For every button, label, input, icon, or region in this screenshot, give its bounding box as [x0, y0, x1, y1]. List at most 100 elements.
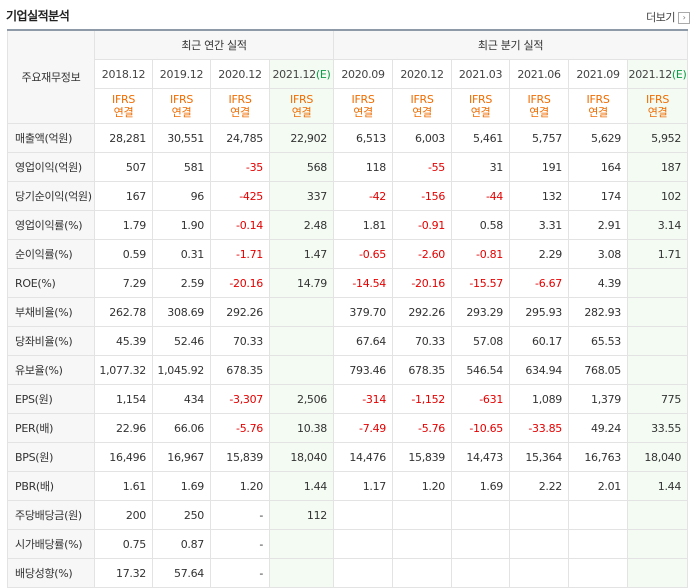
value-cell: -44 [451, 181, 511, 211]
ifrs-label: IFRS [469, 93, 493, 106]
consolidated-label: 연결 [171, 106, 192, 119]
value-cell: -7.49 [333, 413, 394, 443]
consolidated-label: 연결 [291, 106, 312, 119]
ifrs-cell: IFRS 연결 [509, 88, 570, 124]
value-cell: -14.54 [333, 268, 394, 298]
value-cell: 379.70 [333, 297, 394, 327]
ifrs-label: IFRS [410, 93, 434, 106]
value-cell: 15,364 [509, 442, 570, 472]
value-cell: 282.93 [568, 297, 629, 327]
table-row: 유보율(%) 1,077.32 1,045.92 678.35 793.46 678.35… [7, 355, 689, 385]
value-cell: 678.35 [210, 355, 270, 385]
value-cell: 768.05 [568, 355, 629, 385]
ifrs-cell: IFRS 연결 [451, 88, 511, 124]
annual-header: 최근 연간 실적 [93, 29, 335, 60]
value-cell: 118 [333, 152, 394, 182]
value-cell: -156 [392, 181, 453, 211]
value-cell [627, 500, 689, 530]
value-cell [451, 558, 511, 588]
value-cell: 2.22 [509, 471, 570, 501]
value-cell: 1.81 [333, 210, 394, 240]
ifrs-label: IFRS [290, 93, 313, 106]
consolidated-label: 연결 [647, 106, 668, 119]
table-row: 주당배당금(원) 200 250-112 [7, 500, 689, 530]
value-cell: 5,952 [627, 123, 689, 153]
section-title: 기업실적분석 [6, 9, 70, 23]
value-cell: 2.01 [568, 471, 629, 501]
value-cell: 14.79 [268, 268, 335, 298]
ifrs-cell: IFRS 연결 [333, 88, 394, 124]
value-cell: -0.65 [333, 239, 394, 269]
table-row: BPS(원) 16,496 16,967 15,839 18,040 14,476 15,8… [7, 442, 689, 472]
consolidated-label: 연결 [113, 106, 134, 119]
value-cell [268, 297, 335, 327]
row-label: EPS(원) [7, 384, 95, 414]
value-cell: 57.64 [152, 558, 211, 588]
value-cell: 507 [94, 152, 153, 182]
more-link[interactable]: 더보기 › [646, 9, 690, 25]
value-cell: -0.14 [210, 210, 270, 240]
table-row: 영업이익(억원) 507 581 -35 568 118 -55 31 191 164 187 [7, 152, 689, 182]
value-cell: 6,513 [333, 123, 394, 153]
value-cell: 70.33 [210, 326, 270, 356]
value-cell: 200 [94, 500, 153, 530]
value-cell: 1.61 [94, 471, 153, 501]
value-cell [627, 558, 689, 588]
value-cell: 775 [627, 384, 689, 414]
value-cell: -0.91 [392, 210, 453, 240]
estimate-mark: (E) [315, 67, 331, 81]
value-cell: 14,473 [451, 442, 511, 472]
value-cell: -631 [451, 384, 511, 414]
value-cell: 678.35 [392, 355, 453, 385]
value-cell: 102 [627, 181, 689, 211]
ifrs-label: IFRS [170, 93, 193, 106]
value-cell: 14,476 [333, 442, 394, 472]
value-cell: -20.16 [210, 268, 270, 298]
consolidated-label: 연결 [588, 106, 608, 119]
value-cell: - [210, 529, 270, 559]
value-cell: 1.79 [94, 210, 153, 240]
value-cell: 2.59 [152, 268, 211, 298]
value-cell: 7.29 [94, 268, 153, 298]
value-cell: 52.46 [152, 326, 211, 356]
value-cell: 49.24 [568, 413, 629, 443]
value-cell [568, 500, 629, 530]
section-header: 기업실적분석 더보기 › [0, 0, 698, 30]
value-cell: 16,496 [94, 442, 153, 472]
consolidated-label: 연결 [412, 106, 432, 119]
period-label: 2020.12 [218, 67, 262, 81]
consolidated-label: 연결 [353, 106, 373, 119]
value-cell: -1.71 [210, 239, 270, 269]
value-cell: 1.17 [333, 471, 394, 501]
value-cell [268, 326, 335, 356]
ifrs-label: IFRS [646, 93, 670, 106]
value-cell [451, 500, 511, 530]
value-cell: 1,154 [94, 384, 153, 414]
period-group-row: 주요재무정보 최근 연간 실적 최근 분기 실적 [7, 29, 689, 124]
value-cell: 45.39 [94, 326, 153, 356]
value-cell: 187 [627, 152, 689, 182]
value-cell [451, 529, 511, 559]
value-cell: 1,045.92 [152, 355, 211, 385]
ifrs-cell: IFRS 연결 [568, 88, 629, 124]
ifrs-label: IFRS [586, 93, 610, 106]
row-label: 매출액(억원) [7, 123, 95, 153]
value-cell: - [210, 558, 270, 588]
value-cell: 5,757 [509, 123, 570, 153]
value-cell: -2.60 [392, 239, 453, 269]
value-cell: 1.71 [627, 239, 689, 269]
value-cell: 174 [568, 181, 629, 211]
period-label: 2021.09 [576, 67, 620, 81]
table-body: 매출액(억원) 28,281 30,551 24,785 22,902 6,513 6,00… [7, 123, 689, 588]
value-cell: 5,461 [451, 123, 511, 153]
value-cell: 1.69 [451, 471, 511, 501]
ifrs-label: IFRS [527, 93, 551, 106]
table-row: 부채비율(%) 262.78 308.69 292.26 379.70 292.26 293… [7, 297, 689, 327]
value-cell: - [210, 500, 270, 530]
value-cell: 191 [509, 152, 570, 182]
consolidated-label: 연결 [529, 106, 549, 119]
value-cell: 15,839 [210, 442, 270, 472]
value-cell [509, 558, 570, 588]
value-cell: 132 [509, 181, 570, 211]
value-cell: 0.31 [152, 239, 211, 269]
